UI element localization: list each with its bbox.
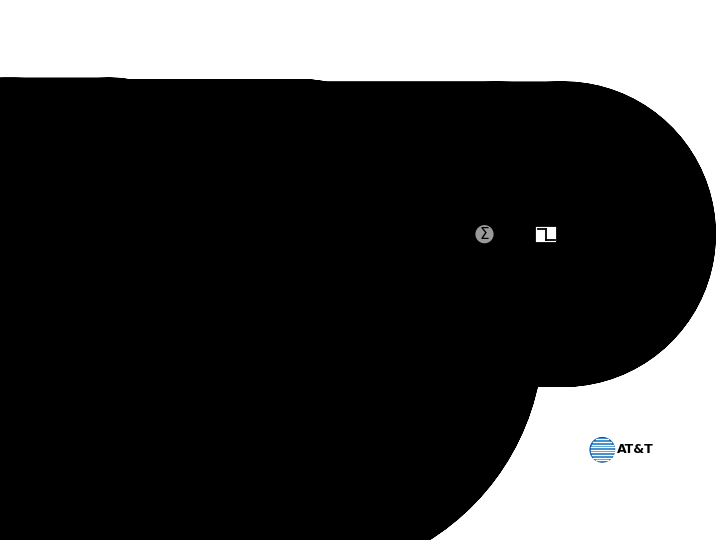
Circle shape: [590, 437, 615, 462]
Text: Σ: Σ: [291, 347, 304, 365]
Text: · ·: · ·: [280, 309, 299, 328]
Text: ~: ~: [147, 215, 163, 234]
Text: Fractional chip rate
transversal filter: Fractional chip rate transversal filter: [211, 362, 323, 383]
Text: Σ: Σ: [291, 222, 304, 240]
Circle shape: [474, 224, 495, 244]
Text: Fractional chip rate
transversal filter: Fractional chip rate transversal filter: [211, 237, 323, 259]
Text: AT&T: AT&T: [617, 443, 654, 456]
Text: Matched filter or
lowpass filter: Matched filter or lowpass filter: [144, 142, 240, 164]
Text: • RAKE receiver - resolves multipath at chip duration: • RAKE receiver - resolves multipath at …: [113, 105, 604, 123]
Bar: [535, 226, 557, 242]
Text: S-T MMSE: S-T MMSE: [300, 82, 438, 105]
Text: · ·: · ·: [280, 185, 299, 204]
Text: $\Sigma$: $\Sigma$: [480, 226, 490, 242]
Text: ~: ~: [147, 340, 163, 359]
Text: Matched filter or
lowpass filter: Matched filter or lowpass filter: [144, 267, 240, 289]
